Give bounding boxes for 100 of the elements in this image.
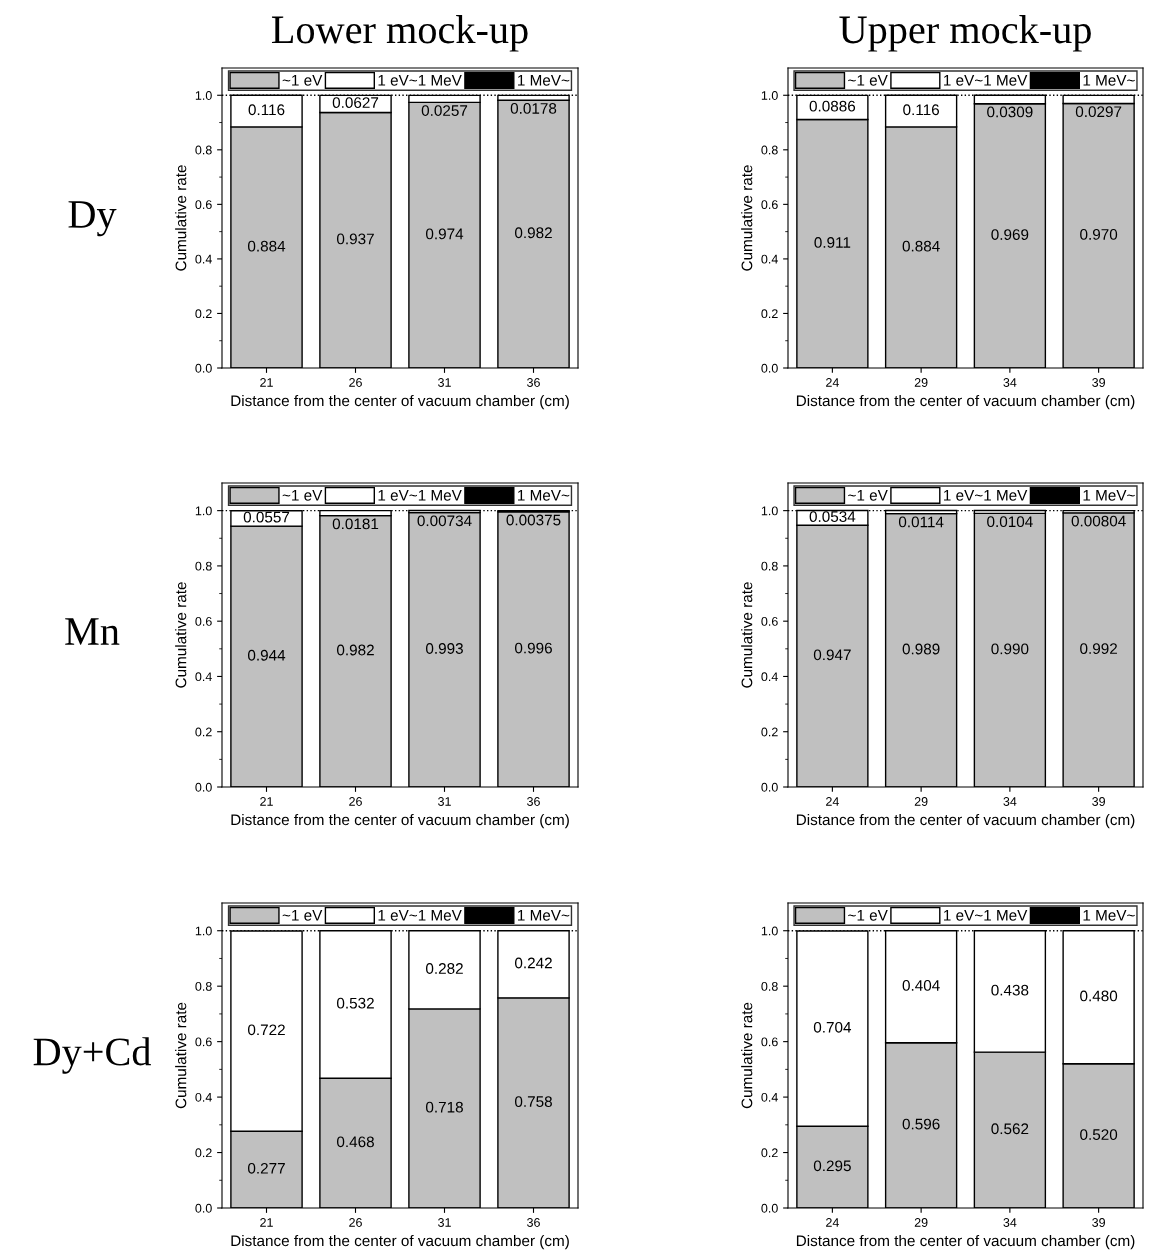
data-label: 0.0114 [898, 516, 944, 528]
y-tick-label: 0.2 [761, 1148, 778, 1158]
y-tick-label: 0.6 [195, 616, 212, 626]
x-tick-label: 31 [438, 1218, 451, 1227]
legend-label: 1 MeV~ [1083, 910, 1135, 921]
data-label: 0.969 [991, 229, 1029, 240]
data-label: 0.00734 [417, 515, 472, 527]
x-tick-label: 31 [438, 797, 451, 806]
data-label: 0.277 [247, 1162, 285, 1174]
data-label: 0.982 [336, 644, 374, 656]
chart-title: Upper mock-up [839, 15, 1091, 52]
legend-label: ~1 eV [848, 490, 888, 501]
legend-label: 1 eV~1 MeV [944, 910, 1028, 921]
x-tick-label: 34 [1003, 1218, 1017, 1227]
data-label: 0.993 [425, 643, 463, 654]
data-label: 0.989 [902, 643, 940, 655]
y-tick-label: 0.0 [195, 363, 212, 373]
y-tick-label: 0.6 [761, 616, 778, 626]
y-tick-label: 1.0 [761, 91, 778, 100]
data-label: 0.116 [903, 104, 940, 116]
data-label: 0.884 [902, 240, 940, 252]
data-label: 0.438 [991, 984, 1029, 996]
x-tick-label: 21 [260, 1218, 273, 1227]
y-tick-label: 0.4 [195, 254, 212, 264]
x-tick-label: 29 [914, 797, 928, 806]
legend-label: 1 MeV~ [518, 75, 570, 86]
x-tick-label: 34 [1003, 797, 1017, 806]
y-axis-title: Cumulative rate [175, 165, 187, 271]
y-tick-label: 1.0 [195, 91, 212, 100]
data-label: 0.970 [1080, 229, 1118, 240]
data-label: 0.480 [1080, 990, 1118, 1002]
data-label: 0.992 [1080, 643, 1117, 655]
y-tick-label: 1.0 [195, 926, 212, 936]
data-label: 0.0297 [1075, 106, 1122, 118]
y-tick-label: 0.6 [195, 200, 212, 210]
legend-label: ~1 eV [282, 910, 323, 921]
legend-label: ~1 eV [848, 75, 888, 86]
x-tick-label: 24 [826, 378, 839, 387]
data-label: 0.947 [813, 649, 851, 661]
y-tick-label: 0.6 [195, 1037, 212, 1047]
data-label: 0.00804 [1071, 515, 1126, 527]
x-tick-label: 21 [260, 797, 273, 806]
data-label: 0.520 [1080, 1129, 1118, 1141]
data-label: 0.982 [514, 227, 552, 239]
x-tick-label: 21 [260, 378, 273, 387]
x-tick-label: 29 [914, 1218, 928, 1227]
x-tick-label: 26 [349, 378, 362, 387]
data-label: 0.0309 [987, 106, 1033, 118]
x-axis-title: Distance from the center of vacuum chamber (cm) [796, 1234, 1135, 1250]
x-tick-label: 39 [1092, 1218, 1105, 1227]
y-tick-label: 0.0 [761, 1203, 778, 1213]
y-tick-label: 0.8 [195, 561, 212, 571]
data-label: 0.0557 [243, 511, 290, 523]
legend-label: 1 eV~1 MeV [944, 490, 1028, 501]
legend-label: ~1 eV [282, 75, 323, 86]
data-label: 0.0104 [987, 516, 1033, 528]
data-label: 0.00375 [506, 514, 561, 526]
x-axis-title: Distance from the center of vacuum chamber (cm) [796, 813, 1135, 829]
x-tick-label: 34 [1003, 378, 1017, 387]
x-tick-label: 24 [826, 797, 839, 806]
x-tick-label: 39 [1092, 797, 1105, 806]
y-tick-label: 0.6 [761, 200, 778, 210]
data-label: 0.0257 [421, 105, 468, 116]
legend-label: ~1 eV [282, 490, 323, 501]
data-label: 0.295 [813, 1160, 851, 1172]
data-label: 0.404 [902, 980, 940, 991]
y-tick-label: 1.0 [761, 506, 778, 516]
data-label: 0.0886 [809, 100, 856, 112]
data-label: 0.116 [248, 104, 285, 116]
data-label: 0.468 [336, 1136, 374, 1148]
data-label: 0.911 [814, 237, 851, 248]
data-label: 0.562 [991, 1123, 1029, 1135]
x-tick-label: 39 [1092, 378, 1105, 387]
data-label: 0.242 [514, 957, 552, 969]
y-tick-label: 0.2 [761, 727, 778, 737]
legend-label: 1 MeV~ [1083, 75, 1135, 86]
data-label: 0.996 [514, 642, 552, 654]
legend-label: 1 MeV~ [518, 490, 570, 501]
y-axis-title: Cumulative rate [175, 1002, 187, 1109]
data-label: 0.974 [425, 228, 464, 240]
text: Dy+Cd [33, 1037, 151, 1074]
legend-label: 1 eV~1 MeV [378, 910, 462, 921]
x-tick-label: 31 [438, 378, 451, 387]
data-label: 0.758 [514, 1096, 552, 1108]
y-tick-label: 0.8 [761, 981, 778, 991]
x-tick-label: 36 [527, 378, 540, 387]
legend-label: ~1 eV [848, 910, 888, 921]
y-axis-title: Cumulative rate [741, 1002, 753, 1109]
y-tick-label: 0.4 [195, 1092, 212, 1102]
data-label: 0.722 [247, 1024, 285, 1036]
text: Dy [68, 201, 117, 237]
legend-label: 1 eV~1 MeV [378, 490, 462, 501]
data-label: 0.990 [991, 643, 1029, 655]
y-tick-label: 1.0 [761, 926, 778, 936]
data-label: 0.704 [813, 1021, 852, 1033]
x-tick-label: 26 [349, 1218, 362, 1227]
y-tick-label: 0.6 [761, 1037, 778, 1047]
x-tick-label: 36 [527, 797, 540, 806]
data-label: 0.944 [247, 649, 286, 661]
y-tick-label: 0.2 [195, 727, 212, 737]
